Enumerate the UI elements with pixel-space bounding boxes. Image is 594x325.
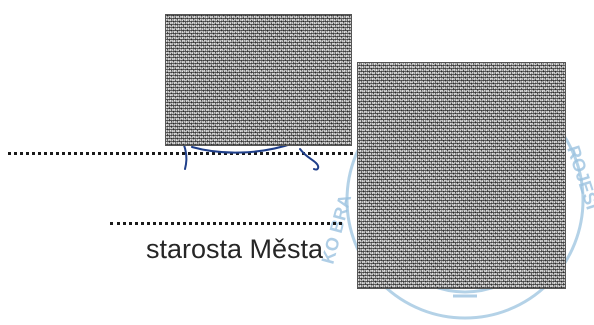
handwritten-signature xyxy=(183,142,320,171)
signatory-caption: starosta Města xyxy=(146,234,324,264)
svg-text:ROJESI: ROJESI xyxy=(563,143,594,212)
signature-line-top xyxy=(8,152,353,155)
signature-line-bottom xyxy=(110,222,342,225)
redacted-stamp-block xyxy=(357,62,566,289)
redacted-signature-block xyxy=(165,14,352,146)
